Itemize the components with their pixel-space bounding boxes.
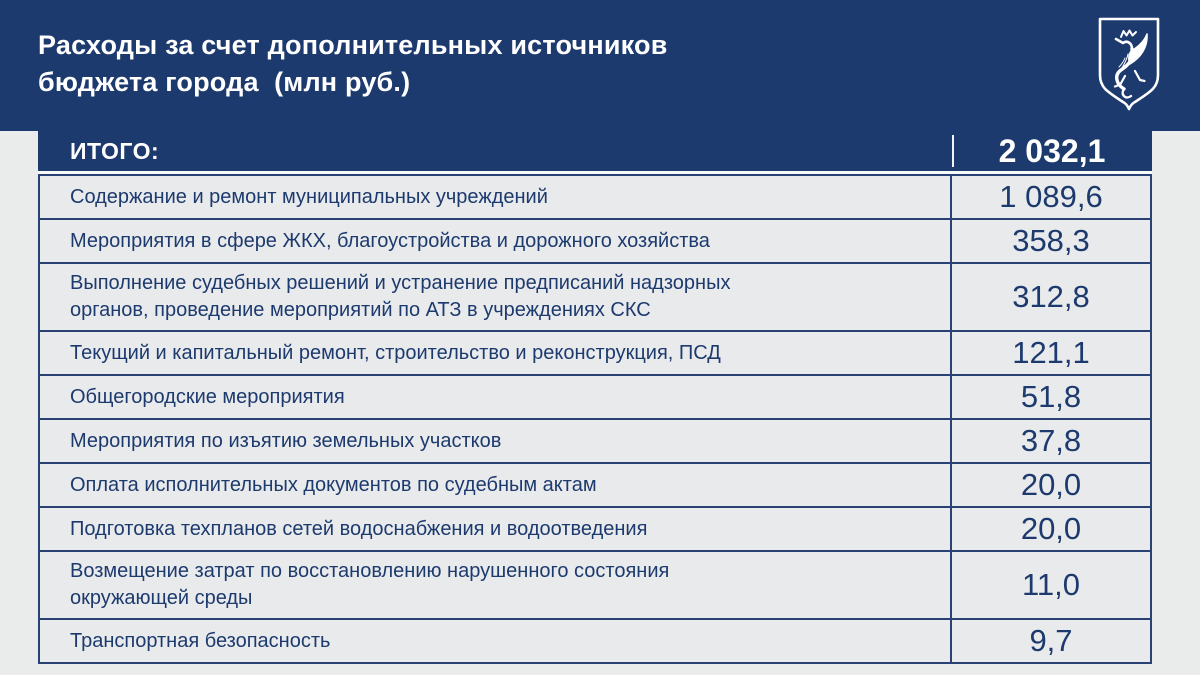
row-label: Оплата исполнительных документов по суде… xyxy=(70,473,597,496)
row-label: Выполнение судебных решений и устранение… xyxy=(70,272,731,321)
row-value: 358,3 xyxy=(950,220,1150,262)
total-label: ИТОГО: xyxy=(70,137,160,164)
header-band: Расходы за счет дополнительных источнико… xyxy=(0,0,1200,131)
table-row: Мероприятия по изъятию земельных участко… xyxy=(40,420,1150,464)
row-label: Содержание и ремонт муниципальных учрежд… xyxy=(70,185,548,208)
total-value: 2 032,1 xyxy=(952,131,1152,171)
row-value: 11,0 xyxy=(950,552,1150,618)
row-value: 20,0 xyxy=(950,464,1150,506)
row-label: Возмещение затрат по восстановлению нару… xyxy=(70,560,670,609)
table-row: Текущий и капитальный ремонт, строительс… xyxy=(40,332,1150,376)
table-row: Общегородские мероприятия 51,8 xyxy=(40,376,1150,420)
table-row: Содержание и ремонт муниципальных учрежд… xyxy=(40,176,1150,220)
budget-table: ИТОГО: 2 032,1 Содержание и ремонт муниц… xyxy=(38,131,1152,664)
table-row: Подготовка техпланов сетей водоснабжения… xyxy=(40,508,1150,552)
row-label: Мероприятия по изъятию земельных участко… xyxy=(70,429,502,452)
row-value: 121,1 xyxy=(950,332,1150,374)
table-total-row: ИТОГО: 2 032,1 xyxy=(38,131,1152,171)
row-value: 20,0 xyxy=(950,508,1150,550)
page-title: Расходы за счет дополнительных источнико… xyxy=(38,30,668,97)
table-row: Оплата исполнительных документов по суде… xyxy=(40,464,1150,508)
row-value: 1 089,6 xyxy=(950,176,1150,218)
table-row: Возмещение затрат по восстановлению нару… xyxy=(40,552,1150,620)
row-value: 312,8 xyxy=(950,264,1150,330)
row-label: Подготовка техпланов сетей водоснабжения… xyxy=(70,517,648,540)
row-label: Общегородские мероприятия xyxy=(70,385,345,408)
table-row: Выполнение судебных решений и устранение… xyxy=(40,264,1150,332)
table-body: Содержание и ремонт муниципальных учрежд… xyxy=(38,174,1152,664)
row-value: 9,7 xyxy=(950,620,1150,662)
row-label: Транспортная безопасность xyxy=(70,629,331,652)
row-value: 51,8 xyxy=(950,376,1150,418)
table-row: Мероприятия в сфере ЖКХ, благоустройства… xyxy=(40,220,1150,264)
row-value: 37,8 xyxy=(950,420,1150,462)
table-row: Транспортная безопасность 9,7 xyxy=(40,620,1150,662)
row-label: Мероприятия в сфере ЖКХ, благоустройства… xyxy=(70,229,710,252)
table-gap-divider xyxy=(38,171,1152,174)
kazan-coat-of-arms-icon xyxy=(1098,17,1160,111)
row-label: Текущий и капитальный ремонт, строительс… xyxy=(70,341,721,364)
